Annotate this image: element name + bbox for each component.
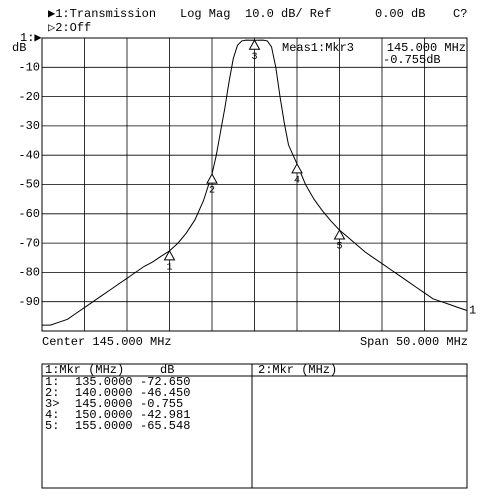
- center-freq: Center 145.000 MHz: [42, 335, 172, 349]
- trace-label: 1: [469, 304, 476, 318]
- span: Span 50.000 MHz: [360, 335, 468, 349]
- y-tick-label: -30: [18, 119, 40, 133]
- table-header: 1:Mkr (MHz): [45, 363, 124, 377]
- status: C?: [453, 7, 467, 21]
- readout-label: Meas1:Mkr3: [282, 41, 354, 55]
- marker: [206, 173, 218, 184]
- marker-label: 1: [166, 263, 172, 274]
- readout-freq: 145.000 MHz: [387, 41, 466, 55]
- marker-label: 5: [336, 242, 342, 253]
- marker: [248, 39, 261, 50]
- table-cell: 3>: [45, 397, 59, 411]
- table-cell: 5:: [45, 419, 59, 433]
- y-tick-label: -80: [18, 266, 40, 280]
- table-cell: 135.0000: [75, 375, 133, 389]
- table-cell: 155.0000: [75, 419, 133, 433]
- table-cell: 1:: [45, 375, 59, 389]
- marker-label: 4: [294, 176, 300, 187]
- marker: [333, 229, 346, 240]
- trace: [42, 39, 468, 326]
- marker-label: 3: [251, 52, 257, 63]
- table-cell: 2:: [45, 386, 59, 400]
- table-cell: -42.981: [140, 408, 190, 422]
- y-tick-label: -10: [18, 60, 40, 74]
- reference: 0.00 dB: [375, 7, 425, 21]
- marker-table-frame: [41, 363, 468, 489]
- ref-marker: 1:▶: [20, 31, 42, 45]
- table-cell: 145.0000: [75, 397, 133, 411]
- marker: [291, 162, 303, 174]
- y-unit: dB: [12, 41, 26, 55]
- y-tick-label: -90: [18, 295, 40, 309]
- table-cell: 140.0000: [75, 386, 133, 400]
- trace2-label: ▷2:Off: [48, 21, 91, 35]
- trace1-label: ▶1:Transmission: [48, 7, 156, 21]
- y-tick-label: -70: [18, 236, 40, 250]
- readout-level: -0.755dB: [383, 53, 441, 67]
- y-tick-label: -20: [18, 90, 40, 104]
- scale: 10.0 dB/ Ref: [245, 7, 331, 21]
- table-cell: -65.548: [140, 419, 190, 433]
- table-cell: -0.755: [140, 397, 183, 411]
- marker-label: 2: [209, 186, 215, 197]
- y-tick-label: -40: [18, 148, 40, 162]
- table-cell: 4:: [45, 408, 59, 422]
- marker: [163, 249, 176, 261]
- table-cell: 150.0000: [75, 408, 133, 422]
- table-header: 2:Mkr (MHz): [258, 363, 337, 377]
- table-cell: -46.450: [140, 386, 190, 400]
- format: Log Mag: [180, 7, 230, 21]
- y-tick-label: -60: [18, 207, 40, 221]
- table-header: dB: [160, 363, 174, 377]
- table-cell: -72.650: [140, 375, 190, 389]
- y-tick-label: -50: [18, 178, 40, 192]
